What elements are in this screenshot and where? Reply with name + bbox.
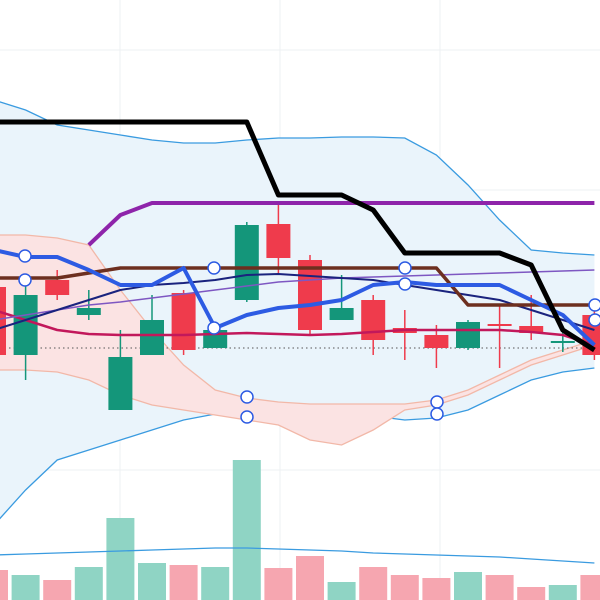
candle-body: [76, 308, 101, 315]
handle[interactable]: [240, 410, 254, 424]
volume-bar: [201, 567, 230, 600]
volume-pane: [0, 460, 600, 600]
indicator-line: [0, 119, 596, 353]
volume-bar: [169, 565, 198, 600]
candle-body: [361, 300, 386, 340]
band-line: [0, 234, 595, 405]
volume-bar: [74, 567, 103, 600]
volume-bar: [232, 460, 261, 600]
handle[interactable]: [18, 249, 32, 263]
candle-body: [234, 225, 259, 300]
candle-body: [171, 293, 196, 350]
candle-body: [329, 308, 354, 320]
volume-bar: [390, 575, 419, 600]
indicator-line: [87, 201, 595, 247]
band-line: [0, 101, 595, 256]
handle[interactable]: [207, 321, 221, 335]
candle-body: [456, 322, 480, 348]
volume-bar: [11, 575, 40, 600]
handle[interactable]: [18, 273, 32, 287]
volume-bar: [264, 568, 293, 600]
candle-body: [550, 341, 575, 343]
candle-body: [487, 324, 512, 326]
volume-bar: [359, 567, 388, 600]
volume-bar: [580, 575, 600, 600]
volume-bar: [138, 563, 166, 600]
candle-body: [13, 295, 38, 355]
candle-body: [298, 260, 322, 330]
candle-body: [45, 280, 70, 295]
candle-body: [519, 326, 544, 333]
volume-bar: [0, 570, 8, 600]
handle[interactable]: [588, 298, 600, 312]
volume-bar: [454, 572, 482, 600]
volume-bar: [548, 585, 577, 600]
handle[interactable]: [430, 395, 444, 409]
handle[interactable]: [398, 261, 412, 275]
candle-body: [266, 224, 291, 258]
indicator-line: [0, 273, 595, 331]
handle[interactable]: [398, 277, 412, 291]
candle-body: [424, 335, 449, 348]
volume-bar: [517, 587, 546, 600]
candles: [0, 205, 600, 410]
indicator-line: [0, 310, 595, 347]
handle[interactable]: [430, 407, 444, 421]
candle-body: [108, 357, 133, 410]
indicator-line: [0, 249, 596, 347]
handle[interactable]: [240, 390, 254, 404]
volume-bar: [43, 580, 72, 600]
handles: [18, 249, 600, 424]
volume-bar: [296, 556, 324, 600]
candle-body: [0, 287, 6, 355]
volume-bar: [327, 582, 356, 600]
candle-body: [140, 320, 164, 355]
indicator-line: [0, 269, 595, 320]
band-fill: [0, 235, 595, 445]
volume-bar: [485, 575, 514, 600]
volume-bar: [106, 518, 135, 600]
band-line: [0, 344, 595, 446]
volume-bar: [422, 578, 451, 600]
lines: [0, 119, 596, 353]
handle[interactable]: [207, 261, 221, 275]
volume-average: [0, 547, 595, 564]
handle[interactable]: [588, 313, 600, 327]
